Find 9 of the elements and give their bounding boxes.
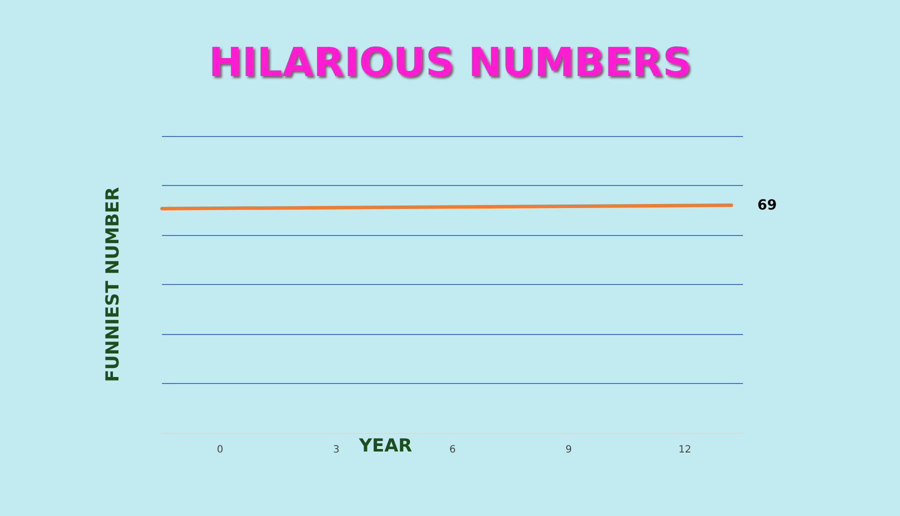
x-tick-label: 3 [333, 444, 340, 456]
x-tick-label: 6 [449, 444, 456, 456]
x-tick-label: 12 [678, 444, 692, 456]
x-tick-label: 0 [216, 444, 224, 456]
x-axis-title: YEAR [358, 436, 412, 456]
y-axis-title: FUNNIEST NUMBER [102, 186, 124, 382]
x-tick-label: 9 [566, 444, 572, 456]
chart-title: HILARIOUS NUMBERS [208, 40, 692, 86]
data-label: 69 [757, 197, 777, 214]
